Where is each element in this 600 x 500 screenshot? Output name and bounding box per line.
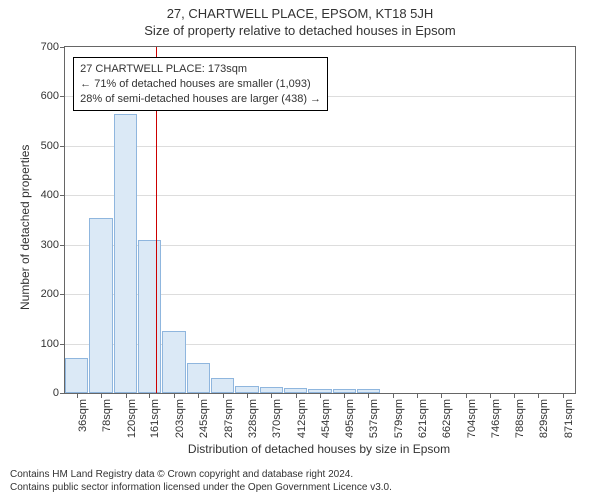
x-tick-label: 412sqm <box>296 399 308 438</box>
x-tick-label: 537sqm <box>368 399 380 438</box>
y-tick-mark <box>60 146 65 147</box>
y-tick-label: 600 <box>41 90 59 102</box>
histogram-bar <box>284 388 307 393</box>
histogram-bar <box>114 114 137 393</box>
x-tick-label: 621sqm <box>417 399 429 438</box>
grid-line <box>65 195 575 196</box>
x-tick-mark <box>77 393 78 398</box>
y-tick-mark <box>60 294 65 295</box>
x-tick-label: 788sqm <box>514 399 526 438</box>
y-tick-label: 200 <box>41 288 59 300</box>
histogram-bar <box>308 389 331 393</box>
y-tick-label: 400 <box>41 189 59 201</box>
annotation-box: 27 CHARTWELL PLACE: 173sqm← 71% of detac… <box>73 57 328 112</box>
x-tick-label: 495sqm <box>344 399 356 438</box>
x-tick-mark <box>271 393 272 398</box>
y-tick-label: 100 <box>41 338 59 350</box>
grid-line <box>65 146 575 147</box>
y-tick-label: 0 <box>53 387 59 399</box>
y-tick-label: 500 <box>41 140 59 152</box>
x-tick-mark <box>490 393 491 398</box>
x-tick-mark <box>441 393 442 398</box>
x-tick-label: 287sqm <box>223 399 235 438</box>
histogram-bar <box>260 387 283 393</box>
page-title: 27, CHARTWELL PLACE, EPSOM, KT18 5JH <box>0 0 600 21</box>
x-tick-label: 746sqm <box>490 399 502 438</box>
x-tick-mark <box>393 393 394 398</box>
histogram-bar <box>162 331 185 393</box>
x-tick-label: 78sqm <box>101 399 113 432</box>
plot-area: 010020030040050060070036sqm78sqm120sqm16… <box>64 46 576 394</box>
y-tick-mark <box>60 245 65 246</box>
x-tick-label: 161sqm <box>149 399 161 438</box>
histogram-bar <box>211 378 234 393</box>
x-tick-label: 328sqm <box>247 399 259 438</box>
x-tick-mark <box>296 393 297 398</box>
x-tick-mark <box>466 393 467 398</box>
x-tick-mark <box>417 393 418 398</box>
x-tick-label: 203sqm <box>174 399 186 438</box>
x-tick-label: 579sqm <box>393 399 405 438</box>
x-tick-label: 662sqm <box>441 399 453 438</box>
x-tick-label: 871sqm <box>563 399 575 438</box>
x-tick-label: 36sqm <box>77 399 89 432</box>
annotation-line: 27 CHARTWELL PLACE: 173sqm <box>80 62 321 77</box>
annotation-line: ← 71% of detached houses are smaller (1,… <box>80 77 321 92</box>
footer-line: Contains public sector information licen… <box>10 481 600 494</box>
x-tick-mark <box>223 393 224 398</box>
x-tick-label: 454sqm <box>320 399 332 438</box>
histogram-bar <box>65 358 88 393</box>
y-axis-label: Number of detached properties <box>18 145 32 310</box>
x-tick-mark <box>198 393 199 398</box>
y-tick-label: 300 <box>41 239 59 251</box>
x-axis-label: Distribution of detached houses by size … <box>64 442 574 456</box>
x-tick-mark <box>247 393 248 398</box>
histogram-bar <box>138 240 161 393</box>
footer-line: Contains HM Land Registry data © Crown c… <box>10 468 600 481</box>
chart-subtitle: Size of property relative to detached ho… <box>0 21 600 38</box>
x-tick-mark <box>149 393 150 398</box>
x-tick-mark <box>514 393 515 398</box>
x-tick-mark <box>101 393 102 398</box>
x-tick-mark <box>320 393 321 398</box>
chart-container: 27, CHARTWELL PLACE, EPSOM, KT18 5JH Siz… <box>0 0 600 500</box>
histogram-bar <box>235 386 258 393</box>
x-tick-mark <box>344 393 345 398</box>
annotation-line: 28% of semi-detached houses are larger (… <box>80 92 321 107</box>
histogram-bar <box>333 389 356 393</box>
x-tick-label: 370sqm <box>271 399 283 438</box>
footer: Contains HM Land Registry data © Crown c… <box>10 468 600 494</box>
x-tick-label: 120sqm <box>126 399 138 438</box>
y-tick-mark <box>60 393 65 394</box>
x-tick-label: 704sqm <box>466 399 478 438</box>
y-tick-mark <box>60 96 65 97</box>
y-tick-mark <box>60 195 65 196</box>
y-tick-mark <box>60 47 65 48</box>
x-tick-mark <box>174 393 175 398</box>
histogram-bar <box>89 218 112 393</box>
x-tick-mark <box>126 393 127 398</box>
x-tick-mark <box>538 393 539 398</box>
x-tick-mark <box>368 393 369 398</box>
histogram-bar <box>357 389 380 393</box>
x-tick-mark <box>563 393 564 398</box>
y-tick-label: 700 <box>41 41 59 53</box>
histogram-bar <box>187 363 210 393</box>
y-tick-mark <box>60 344 65 345</box>
x-tick-label: 829sqm <box>538 399 550 438</box>
x-tick-label: 245sqm <box>198 399 210 438</box>
